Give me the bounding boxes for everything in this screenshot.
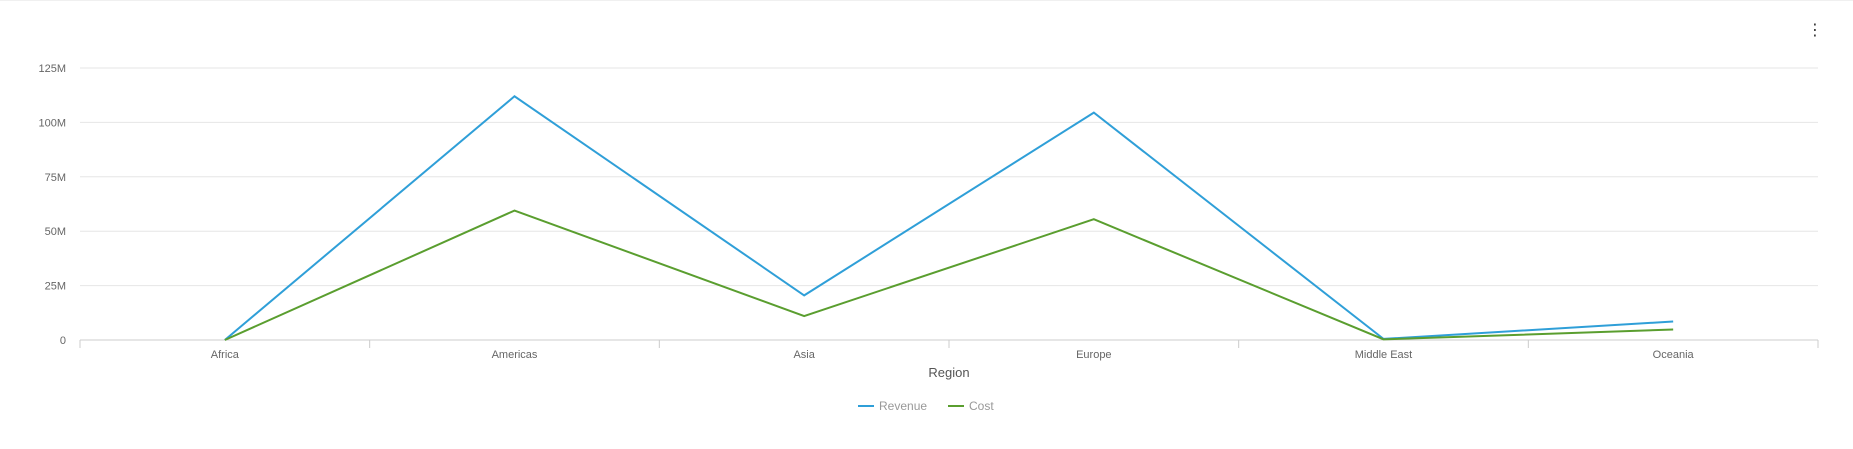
gridlines (80, 67, 1818, 287)
y-axis: 0 25M 50M 75M 100M 125M (38, 63, 66, 347)
legend-label: Cost (969, 399, 994, 413)
x-tick-label: Oceania (1653, 349, 1695, 361)
x-tick-label: Europe (1076, 349, 1111, 361)
x-axis: Africa Americas Asia Europe Middle East Ocean… (79, 339, 1819, 361)
legend-item-revenue: Revenue (858, 399, 927, 413)
series-line-revenue (224, 95, 1674, 341)
x-tick-label: Africa (211, 349, 240, 361)
legend-label: Revenue (879, 399, 927, 413)
legend: Revenue Cost (858, 399, 994, 413)
y-tick-label: 25M (45, 281, 66, 293)
series-lines (224, 95, 1674, 341)
y-tick-label: 75M (45, 172, 66, 184)
y-tick-label: 0 (60, 335, 66, 347)
more-vertical-icon: ⋮ (1807, 22, 1823, 39)
x-tick-label: Middle East (1355, 349, 1412, 361)
more-options-button[interactable]: ⋮ (1805, 21, 1825, 41)
y-tick-label: 125M (38, 63, 66, 75)
y-tick-label: 100M (38, 117, 66, 129)
y-tick-label: 50M (45, 226, 66, 238)
series-line-cost (224, 209, 1674, 341)
x-tick-label: Asia (793, 349, 815, 361)
x-axis-title: Region (928, 365, 969, 380)
x-tick-label: Americas (492, 349, 538, 361)
legend-item-cost: Cost (948, 399, 994, 413)
